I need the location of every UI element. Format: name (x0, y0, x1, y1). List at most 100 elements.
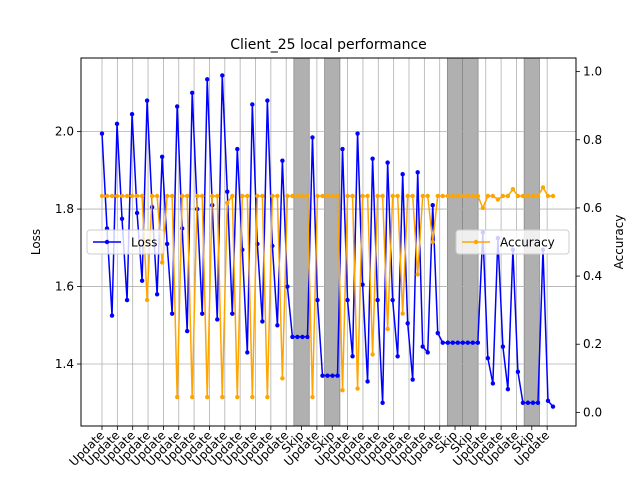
legend-box (455, 229, 570, 255)
data-point-accuracy (174, 394, 180, 400)
data-point-loss (380, 400, 385, 405)
data-point-accuracy (480, 205, 486, 211)
plot-frame (80, 57, 577, 427)
data-point-loss (530, 400, 536, 405)
data-point-accuracy (445, 193, 450, 199)
legend-box (86, 229, 165, 255)
data-point-loss (390, 297, 395, 303)
data-point-accuracy (250, 394, 255, 400)
legend-layer: Loss Accuracy (86, 229, 570, 255)
axis-layer: UpdateUpdateUpdateUpdateUpdateUpdateUpda… (55, 65, 602, 469)
data-point-accuracy (420, 193, 425, 199)
data-point-loss (340, 146, 345, 152)
data-point-accuracy (405, 193, 410, 199)
data-point-loss (220, 73, 225, 78)
data-point-accuracy (149, 193, 155, 199)
data-point-loss (505, 387, 511, 392)
data-point-accuracy (320, 193, 325, 199)
data-point-accuracy (330, 193, 335, 199)
data-point-loss (174, 104, 180, 109)
data-point-accuracy (345, 193, 350, 199)
y-axis-label-right: Accuracy (612, 215, 626, 270)
data-point-loss (129, 111, 135, 117)
data-point-accuracy (475, 193, 481, 199)
data-point-loss (535, 400, 541, 405)
data-point-loss (315, 297, 320, 303)
data-point-accuracy (315, 193, 320, 199)
data-point-loss (500, 344, 506, 349)
legend-swatch-marker (104, 239, 110, 245)
y-tick-label-left: 1.6 (55, 280, 74, 294)
data-point-loss (470, 340, 476, 345)
data-point-loss (260, 319, 265, 324)
data-point-accuracy (415, 272, 420, 277)
data-point-loss (520, 400, 526, 405)
data-point-accuracy (270, 193, 275, 199)
data-point-loss (280, 158, 285, 163)
data-point-accuracy (285, 193, 290, 199)
y-tick-label-right: 1.0 (583, 65, 602, 79)
data-point-accuracy (275, 193, 280, 199)
data-point-accuracy (540, 185, 546, 190)
y-tick-label-right: 0.8 (583, 133, 602, 147)
data-point-loss (225, 189, 230, 194)
data-point-loss (335, 373, 340, 378)
data-point-loss (420, 344, 425, 349)
data-point-accuracy (495, 197, 501, 202)
data-point-loss (360, 282, 365, 287)
data-point-accuracy (139, 193, 145, 199)
data-point-loss (184, 328, 190, 334)
data-point-accuracy (99, 193, 105, 199)
data-point-accuracy (154, 193, 160, 199)
data-point-loss (245, 350, 250, 355)
data-point-accuracy (265, 394, 270, 400)
data-point-loss (285, 284, 290, 289)
data-point-accuracy (220, 394, 225, 400)
data-point-loss (330, 373, 335, 378)
data-point-loss (395, 354, 400, 359)
data-point-loss (450, 340, 455, 345)
data-point-loss (410, 377, 415, 382)
data-point-accuracy (395, 193, 400, 199)
data-point-accuracy (280, 376, 285, 381)
data-point-loss (465, 340, 471, 345)
y-tick-label-right: 0.2 (583, 337, 602, 351)
data-point-accuracy (104, 193, 110, 199)
data-point-accuracy (300, 193, 305, 199)
data-point-accuracy (530, 193, 536, 199)
data-point-accuracy (169, 193, 175, 199)
data-point-loss (200, 311, 205, 316)
data-point-loss (119, 216, 125, 221)
data-point-accuracy (225, 200, 230, 206)
data-point-loss (365, 379, 370, 384)
data-point-loss (159, 154, 165, 159)
data-point-accuracy (410, 193, 415, 199)
data-point-accuracy (190, 394, 195, 400)
data-point-loss (385, 160, 390, 165)
data-point-loss (300, 334, 305, 340)
data-point-loss (250, 102, 255, 107)
data-point-loss (490, 381, 496, 386)
y-tick-label-left: 2.0 (55, 125, 74, 139)
data-point-accuracy (375, 193, 380, 199)
data-point-loss (320, 373, 325, 378)
data-point-accuracy (109, 193, 115, 199)
data-point-loss (305, 334, 310, 340)
legend-label: Loss (131, 236, 157, 250)
data-point-loss (275, 323, 280, 328)
data-point-loss (475, 340, 481, 345)
data-point-accuracy (380, 193, 385, 199)
data-point-loss (355, 131, 360, 136)
data-point-accuracy (184, 193, 190, 199)
y-axis-label-left: Loss (29, 229, 43, 255)
data-point-loss (290, 334, 295, 340)
data-point-accuracy (325, 193, 330, 199)
data-point-accuracy (500, 193, 506, 199)
y-tick-label-left: 1.4 (55, 357, 74, 371)
data-point-accuracy (215, 193, 220, 199)
data-point-accuracy (545, 193, 551, 199)
data-point-accuracy (205, 394, 210, 400)
data-point-accuracy (195, 193, 200, 199)
data-point-loss (205, 77, 210, 82)
